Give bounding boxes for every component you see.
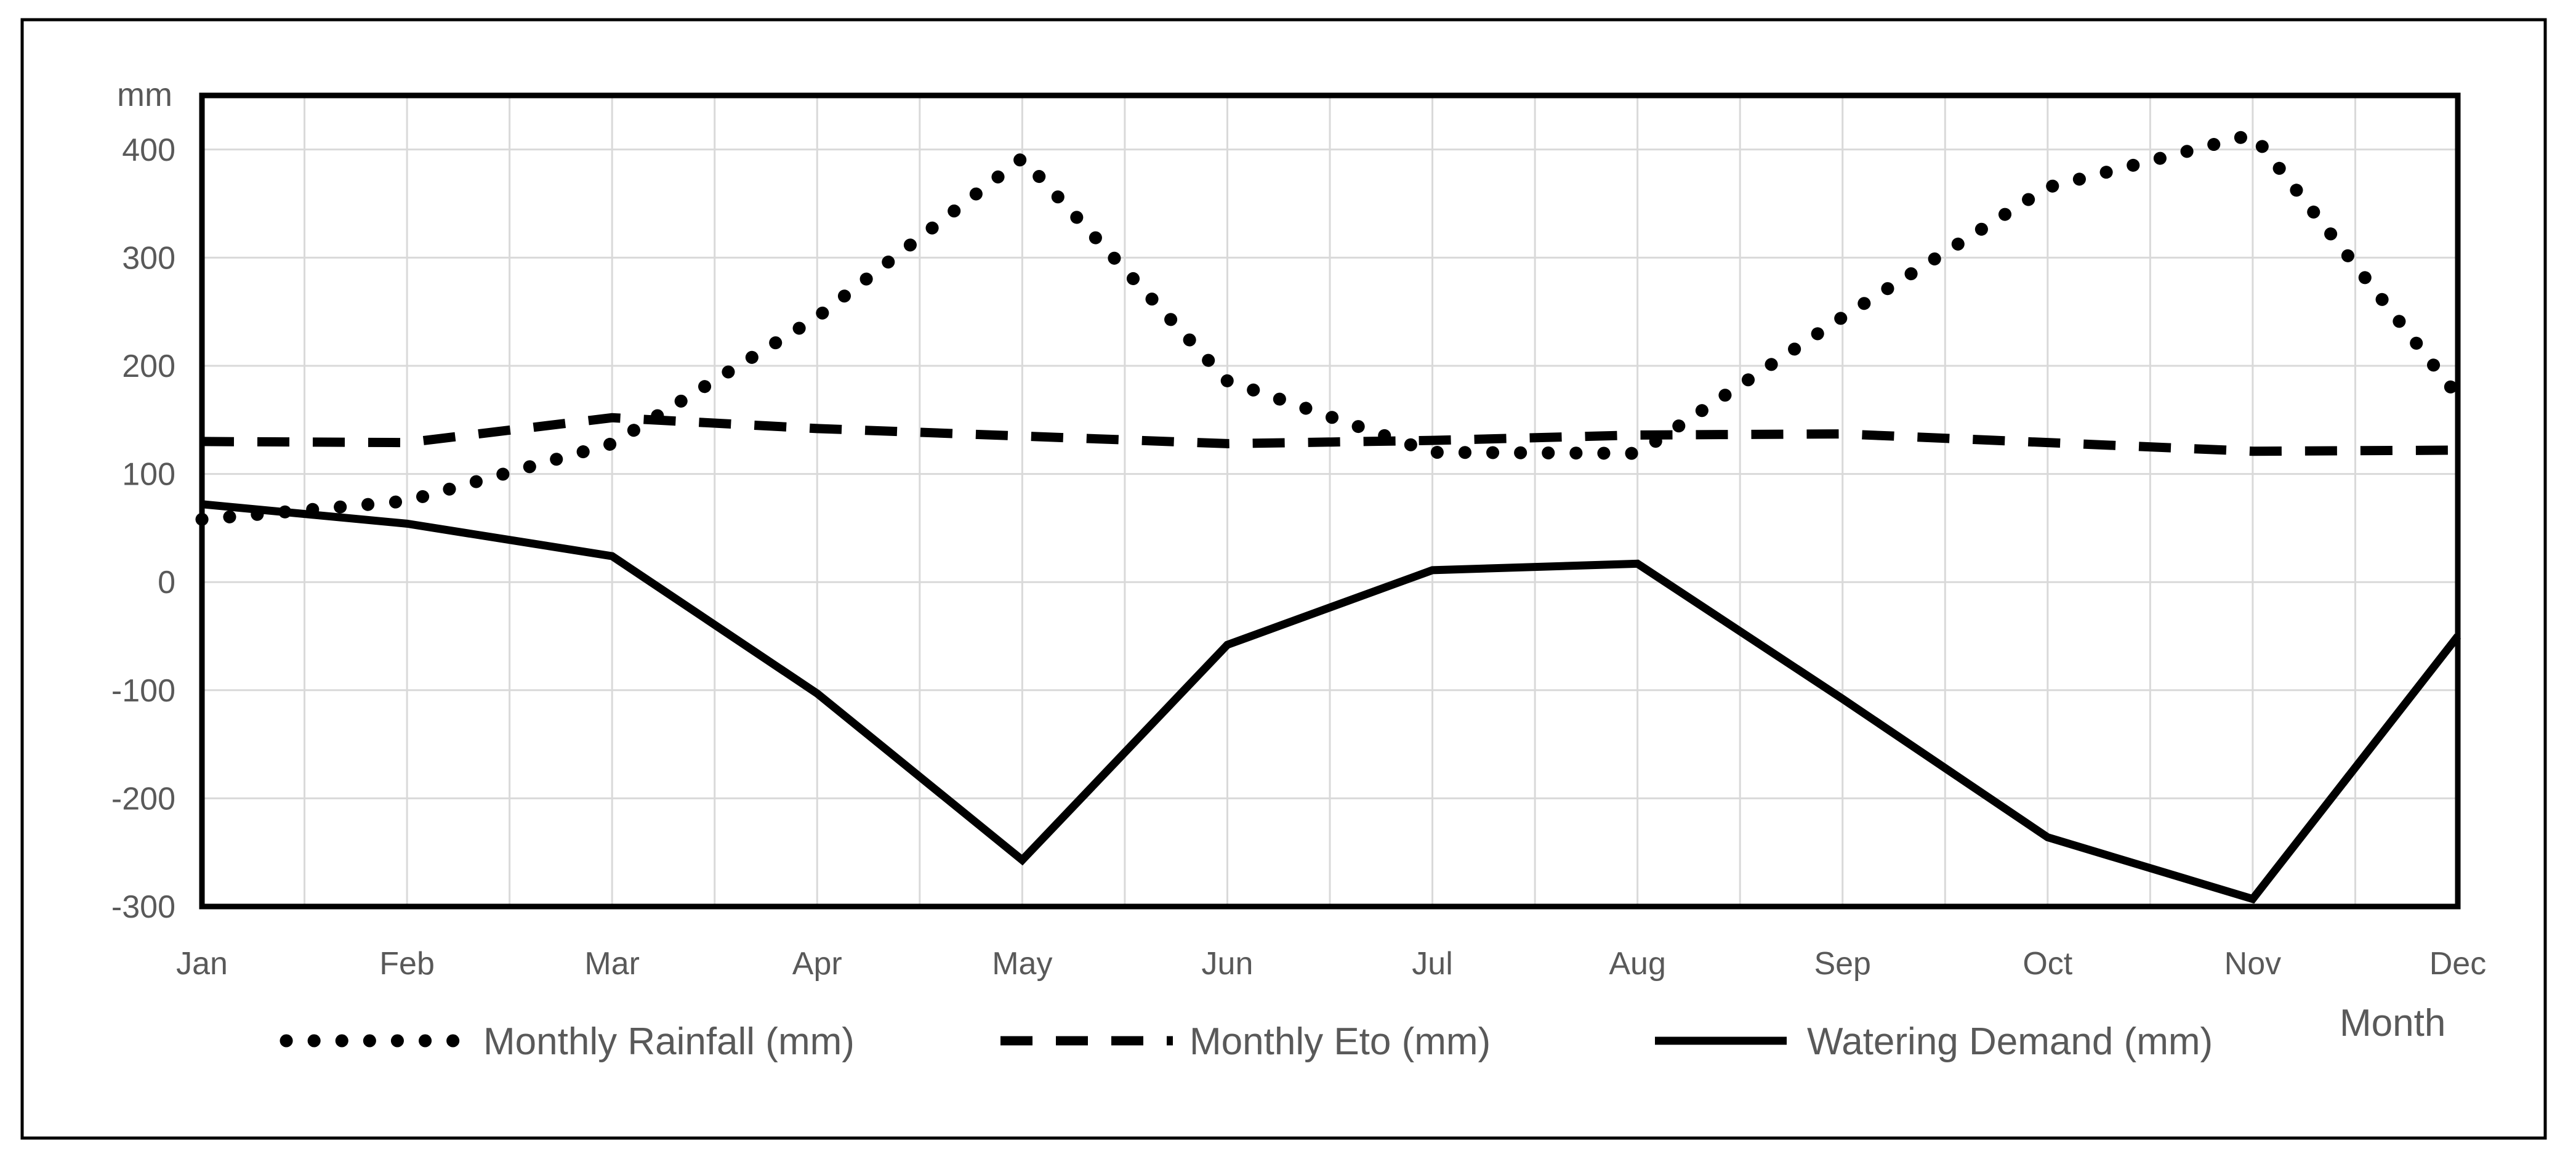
series-line-monthly-rainfall-mm <box>195 127 2465 526</box>
y-tick-label: 200 <box>122 349 175 384</box>
series-line-monthly-eto-mm <box>201 413 2458 456</box>
y-tick-label: 300 <box>122 240 175 276</box>
x-tick-label: Oct <box>2023 946 2072 982</box>
plot-area-border <box>199 92 2461 910</box>
x-tick-label: Nov <box>2224 946 2281 982</box>
series-line-watering-demand-mm <box>201 500 2461 904</box>
x-tick-label: Jan <box>176 946 228 982</box>
x-tick-label: Mar <box>584 946 640 982</box>
x-tick-label: Jul <box>1412 946 1452 982</box>
legend-label-rainfall: Monthly Rainfall (mm) <box>483 1020 855 1063</box>
series-lines <box>195 127 2465 904</box>
y-tick-label: 400 <box>122 132 175 168</box>
y-tick-label: -200 <box>111 781 175 817</box>
x-axis-tick-labels: Jan Feb Mar Apr May Jun Jul Aug Sep Oct Nov Dec <box>176 946 2486 982</box>
x-tick-label: Dec <box>2429 946 2486 982</box>
y-tick-label: -300 <box>111 889 175 925</box>
y-axis-title: mm <box>117 76 172 113</box>
x-axis-title: Month <box>2340 1002 2445 1044</box>
x-tick-label: Feb <box>379 946 435 982</box>
x-tick-label: May <box>992 946 1052 982</box>
x-tick-label: Sep <box>1814 946 1871 982</box>
y-tick-label: -100 <box>111 673 175 709</box>
y-axis-tick-labels: 400 300 200 100 0 -100 -200 -300 <box>111 132 175 925</box>
gridlines <box>202 95 2458 907</box>
x-tick-label: Aug <box>1609 946 1666 982</box>
y-tick-label: 100 <box>122 457 175 493</box>
legend-label-eto: Monthly Eto (mm) <box>1189 1020 1491 1063</box>
legend-label-watering-demand: Watering Demand (mm) <box>1807 1020 2213 1063</box>
figure-border <box>20 18 2547 1140</box>
legend: Monthly Rainfall (mm) Monthly Eto (mm) W… <box>280 1020 2213 1063</box>
x-tick-label: Jun <box>1202 946 1254 982</box>
y-tick-label: 0 <box>158 565 175 600</box>
x-tick-label: Apr <box>792 946 842 982</box>
